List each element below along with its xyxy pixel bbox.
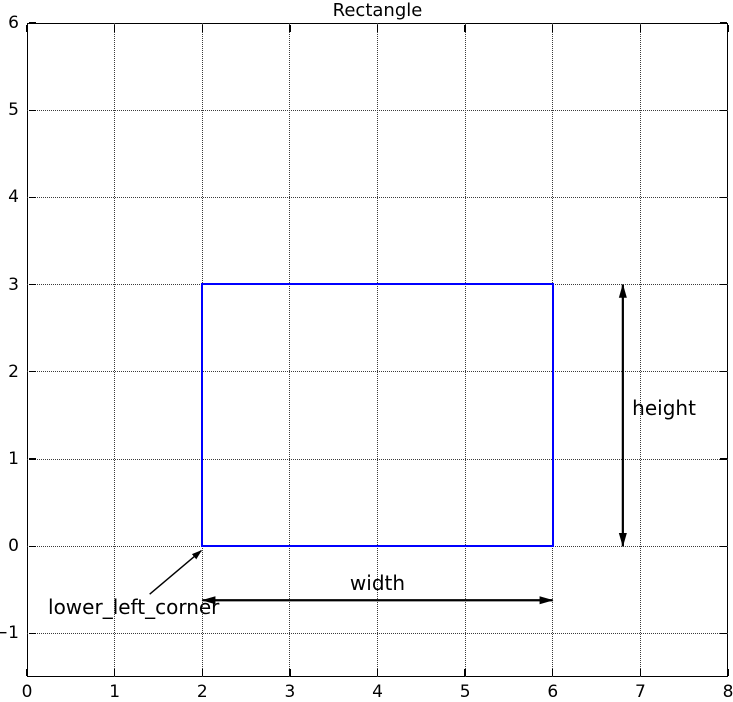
y-tick-mark <box>28 371 36 373</box>
x-tick-label: 2 <box>196 682 208 702</box>
x-tick-mark-top <box>289 24 291 32</box>
x-tick-label: 5 <box>459 682 471 702</box>
x-tick-mark <box>639 668 642 676</box>
x-tick-mark-top <box>201 24 203 32</box>
x-tick-label: 1 <box>109 682 121 702</box>
x-tick-mark-top <box>464 24 466 32</box>
x-tick-mark-top <box>376 24 379 32</box>
x-tick-mark <box>727 668 729 676</box>
x-tick-mark-top <box>26 24 28 32</box>
y-gridline <box>27 632 728 634</box>
x-gridline <box>377 23 378 677</box>
x-tick-mark-top <box>113 24 116 32</box>
y-tick-mark <box>28 632 36 635</box>
x-gridline <box>639 23 641 677</box>
y-tick-label: 3 <box>8 274 19 295</box>
x-tick-mark-top <box>727 24 729 32</box>
y-gridline <box>27 371 728 373</box>
annotation-arrows-svg <box>149 283 627 605</box>
y-gridline <box>27 458 728 460</box>
y-tick-label: 2 <box>8 361 19 382</box>
y-tick-mark-right <box>719 371 727 373</box>
y-tick-mark-right <box>719 109 727 111</box>
chart-title: Rectangle <box>332 0 423 21</box>
y-gridline <box>27 196 728 198</box>
y-tick-mark-right <box>719 545 727 547</box>
y-tick-mark-right <box>719 283 727 286</box>
x-tick-mark-top <box>639 24 642 32</box>
y-tick-label: 1 <box>8 449 19 469</box>
annotation-text: width <box>349 570 406 595</box>
y-tick-label: 5 <box>8 100 19 121</box>
annotation-text: lower_left_corner <box>48 595 220 620</box>
y-tick-mark-right <box>719 22 727 24</box>
x-tick-mark <box>376 668 379 676</box>
y-tick-label: 6 <box>8 13 19 33</box>
rectangle-patch <box>201 283 554 548</box>
x-gridline <box>289 23 291 677</box>
y-gridline <box>27 109 728 111</box>
y-tick-label: 0 <box>8 536 19 557</box>
y-tick-mark <box>28 458 36 460</box>
x-tick-label: 4 <box>372 682 383 702</box>
y-tick-mark-right <box>719 632 727 635</box>
y-tick-label: −1 <box>0 623 19 644</box>
y-tick-mark <box>28 109 36 111</box>
y-tick-mark <box>28 545 36 547</box>
x-tick-mark <box>113 668 116 676</box>
y-tick-mark-right <box>719 196 727 199</box>
y-tick-mark-right <box>719 458 727 460</box>
x-tick-label: 7 <box>634 682 646 702</box>
annotation-arrow <box>149 549 203 595</box>
x-tick-mark <box>289 668 291 676</box>
y-tick-mark <box>28 196 36 199</box>
plot-area: 0 1 2 3 4 5 6 7 8 6 5 4 3 2 1 0 −1 lower_left_corner width… <box>0 13 733 702</box>
x-tick-mark <box>552 668 554 676</box>
x-tick-mark <box>201 668 203 676</box>
x-gridline <box>464 23 466 677</box>
y-tick-mark <box>28 22 36 24</box>
x-tick-label: 3 <box>284 682 296 702</box>
annotation-text: height <box>632 395 696 420</box>
x-tick-mark <box>464 668 466 676</box>
x-tick-label: 8 <box>722 682 733 702</box>
x-tick-mark-top <box>552 24 554 32</box>
y-tick-label: 4 <box>8 187 19 208</box>
x-gridline <box>114 23 116 677</box>
x-tick-label: 6 <box>547 682 559 702</box>
x-tick-mark <box>26 668 28 676</box>
y-tick-mark <box>28 283 36 286</box>
x-tick-label: 0 <box>21 682 33 702</box>
